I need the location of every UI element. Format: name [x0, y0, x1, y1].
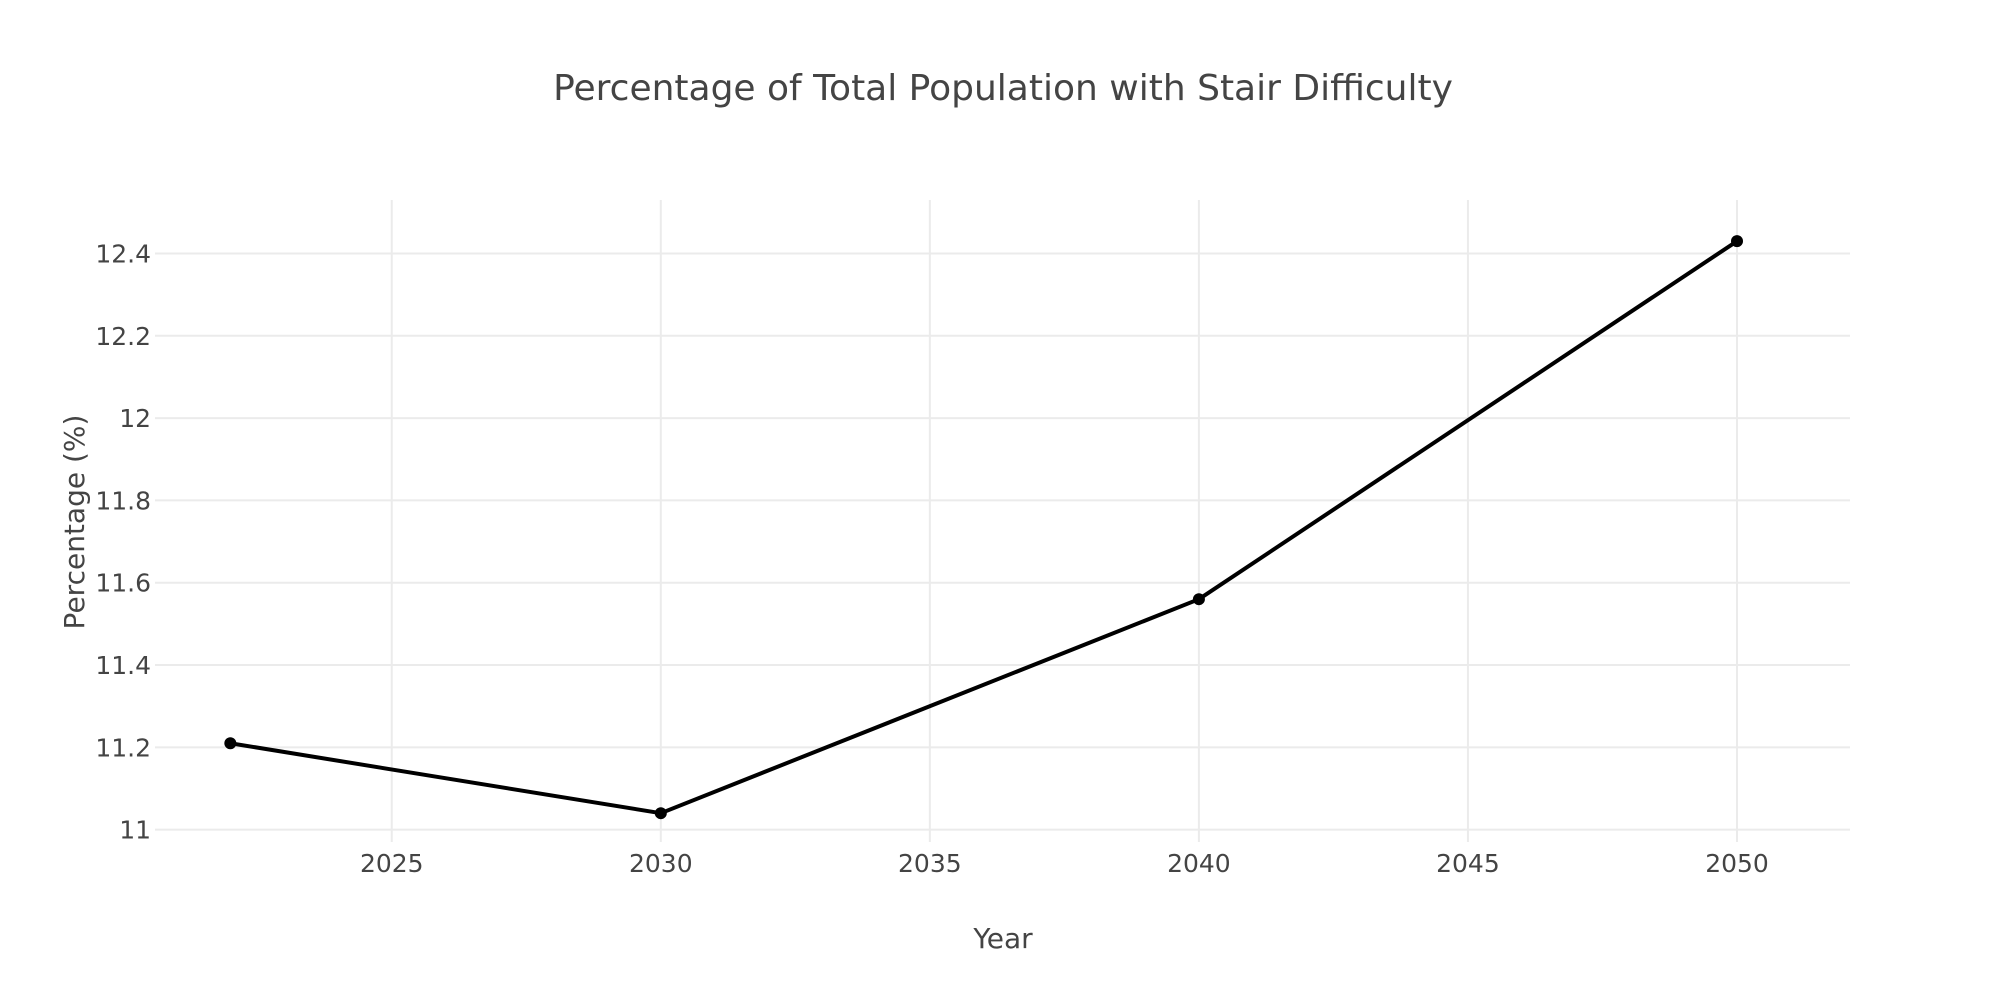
y-tick-label: 11 [119, 816, 151, 845]
x-tick-label: 2030 [629, 849, 693, 878]
x-tick-label: 2035 [898, 849, 962, 878]
x-tick-label: 2040 [1167, 849, 1231, 878]
x-axis-title: Year [972, 922, 1033, 955]
data-point [1192, 593, 1205, 606]
x-tick-label: 2045 [1436, 849, 1500, 878]
y-tick-label: 11.4 [95, 651, 151, 680]
grid [155, 200, 1850, 842]
y-tick-label: 11.2 [95, 733, 151, 762]
data-point [1731, 235, 1743, 248]
y-axis-title: Percentage (%) [58, 415, 91, 630]
chart-title: Percentage of Total Population with Stai… [553, 68, 1453, 109]
y-tick-label: 12.4 [95, 240, 151, 269]
y-tick-label: 11.8 [95, 486, 151, 515]
series-line [230, 239, 1739, 816]
y-tick-label: 12 [119, 404, 151, 433]
data-point [224, 737, 237, 750]
data-point [654, 807, 667, 820]
x-axis-ticks: 2025 2030 2035 2040 2045 2050 [360, 849, 1769, 878]
y-tick-label: 11.6 [95, 569, 151, 598]
y-tick-label: 12.2 [95, 322, 151, 351]
x-tick-label: 2050 [1705, 849, 1769, 878]
series-layer [224, 235, 1743, 820]
x-tick-label: 2025 [360, 849, 424, 878]
y-axis-ticks: 11 11.2 11.4 11.6 11.8 12 12.2 12.4 [95, 240, 151, 845]
